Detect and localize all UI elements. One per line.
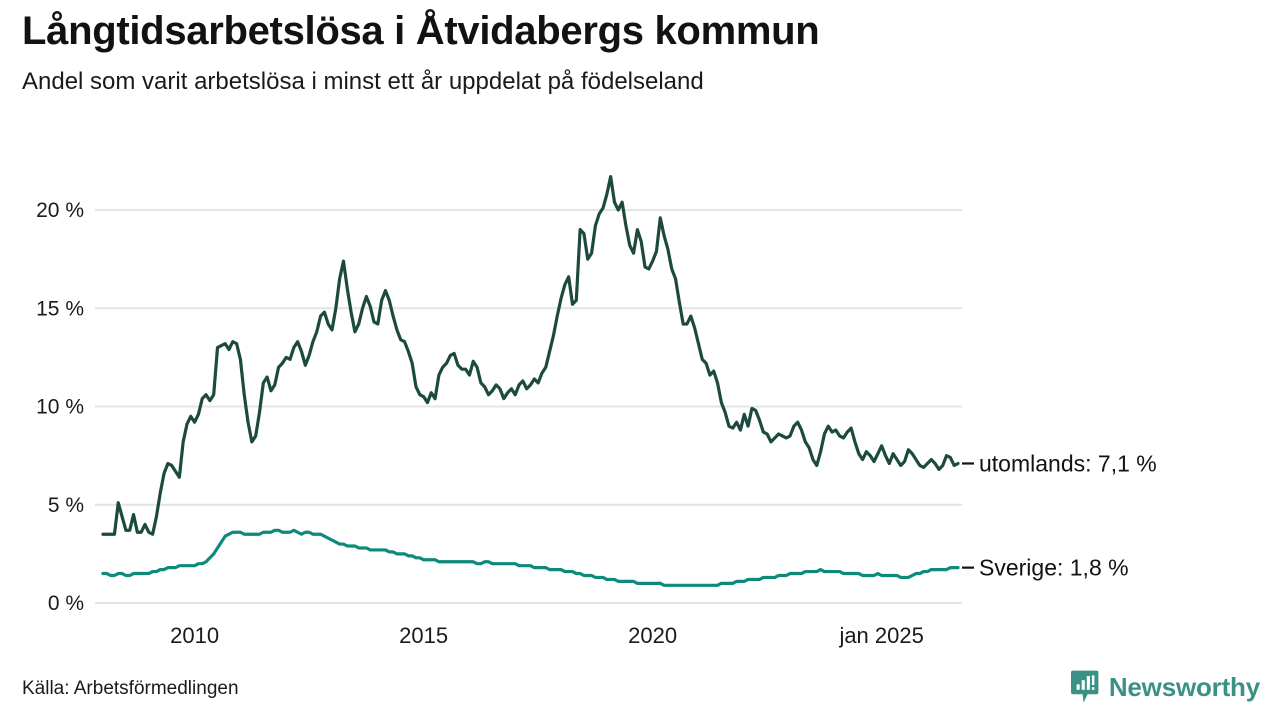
series-line-sverige	[101, 528, 960, 587]
chart-container: 0 % 5 % 10 % 15 % 20 % 2010 2015 2020 jan 2025 …	[0, 150, 1280, 670]
x-axis-tick-label: 2020	[628, 623, 677, 648]
y-axis-labels-group: 0 % 5 % 10 % 15 % 20 %	[36, 199, 84, 615]
series-label-sverige: Sverige: 1,8 %	[979, 555, 1129, 581]
x-axis-tick-label: 2010	[170, 623, 219, 648]
page-title: Långtidsarbetslösa i Åtvidabergs kommun	[22, 9, 820, 53]
series-group	[101, 175, 960, 587]
logo-wordmark: Newsworthy	[1108, 672, 1260, 702]
bar-chart-speech-bubble-icon	[1070, 670, 1099, 703]
chart-subtitle: Andel som varit arbetslösa i minst ett å…	[22, 68, 704, 95]
y-axis-tick-label: 15 %	[36, 297, 84, 320]
y-axis-tick-label: 5 %	[48, 494, 84, 517]
gridlines-group	[95, 209, 962, 604]
y-axis-tick-label: 0 %	[48, 592, 84, 615]
line-chart: 0 %5 %10 %15 %20 % 2010 2015 2020 jan 2025 …	[36, 175, 1157, 648]
series-line-utomlands	[101, 175, 960, 536]
x-axis-tick-label: jan 2025	[838, 623, 923, 648]
chart-footer: Källa: Arbetsförmedlingen Newsworthy	[0, 664, 1280, 720]
chart-header: Långtidsarbetslösa i Åtvidabergs kommun …	[22, 8, 1260, 97]
y-axis-tick-label: 10 %	[36, 396, 84, 419]
series-labels-group: utomlands: 7,1 % Sverige: 1,8 %	[962, 450, 1157, 581]
x-axis-labels-group: 2010 2015 2020 jan 2025	[170, 623, 924, 648]
y-axis-tick-label: 20 %	[36, 199, 84, 222]
source-note: Källa: Arbetsförmedlingen	[22, 678, 239, 699]
x-axis-tick-label: 2015	[399, 623, 448, 648]
series-label-utomlands: utomlands: 7,1 %	[979, 450, 1157, 476]
newsworthy-logo[interactable]: Newsworthy	[1070, 670, 1260, 704]
